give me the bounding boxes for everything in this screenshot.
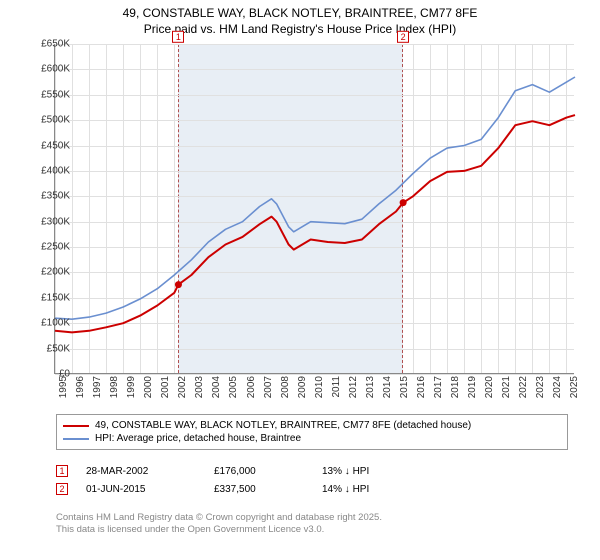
xtick-label: 2023 [535, 376, 546, 406]
sales-date-2: 01-JUN-2015 [86, 484, 196, 495]
sales-table: 1 28-MAR-2002 £176,000 13% ↓ HPI 2 01-JU… [56, 462, 568, 498]
ytick-label: £200K [30, 267, 70, 278]
ytick-label: £550K [30, 89, 70, 100]
legend-swatch-price-paid [63, 425, 89, 427]
xtick-label: 2018 [450, 376, 461, 406]
ytick-label: £250K [30, 242, 70, 253]
sales-row-2: 2 01-JUN-2015 £337,500 14% ↓ HPI [56, 480, 568, 498]
xtick-label: 2012 [348, 376, 359, 406]
legend-item-price-paid: 49, CONSTABLE WAY, BLACK NOTLEY, BRAINTR… [63, 419, 561, 432]
legend-item-hpi: HPI: Average price, detached house, Brai… [63, 432, 561, 445]
xtick-label: 2011 [331, 376, 342, 406]
legend-box: 49, CONSTABLE WAY, BLACK NOTLEY, BRAINTR… [56, 414, 568, 450]
xtick-label: 2000 [143, 376, 154, 406]
sales-delta-2: 14% ↓ HPI [322, 484, 412, 495]
xtick-label: 2006 [246, 376, 257, 406]
xtick-label: 2025 [569, 376, 580, 406]
xtick-label: 2004 [211, 376, 222, 406]
xtick-label: 2020 [484, 376, 495, 406]
chart-container: 49, CONSTABLE WAY, BLACK NOTLEY, BRAINTR… [0, 0, 600, 560]
legend-swatch-hpi [63, 438, 89, 440]
sale-marker-box-1: 1 [172, 31, 184, 43]
chart-svg [55, 44, 574, 373]
xtick-label: 2007 [263, 376, 274, 406]
xtick-label: 1995 [58, 376, 69, 406]
xtick-label: 1996 [75, 376, 86, 406]
gridline-h [55, 374, 574, 375]
legend-label-price-paid: 49, CONSTABLE WAY, BLACK NOTLEY, BRAINTR… [95, 420, 471, 431]
xtick-label: 2021 [501, 376, 512, 406]
footnote: Contains HM Land Registry data © Crown c… [56, 512, 382, 537]
ytick-label: £50K [30, 343, 70, 354]
xtick-label: 2017 [433, 376, 444, 406]
xtick-label: 2009 [297, 376, 308, 406]
sales-row-1: 1 28-MAR-2002 £176,000 13% ↓ HPI [56, 462, 568, 480]
series-line-price_paid [55, 115, 575, 332]
xtick-label: 2016 [416, 376, 427, 406]
sales-price-1: £176,000 [214, 466, 304, 477]
sales-marker-1: 1 [56, 465, 68, 477]
sales-delta-1: 13% ↓ HPI [322, 466, 412, 477]
xtick-label: 2008 [280, 376, 291, 406]
ytick-label: £600K [30, 64, 70, 75]
xtick-label: 1999 [126, 376, 137, 406]
xtick-label: 2010 [314, 376, 325, 406]
title-block: 49, CONSTABLE WAY, BLACK NOTLEY, BRAINTR… [0, 0, 600, 38]
ytick-label: £150K [30, 292, 70, 303]
legend-label-hpi: HPI: Average price, detached house, Brai… [95, 433, 301, 444]
sale-marker-box-2: 2 [397, 31, 409, 43]
xtick-label: 2002 [177, 376, 188, 406]
sales-date-1: 28-MAR-2002 [86, 466, 196, 477]
ytick-label: £500K [30, 115, 70, 126]
xtick-label: 2024 [552, 376, 563, 406]
ytick-label: £650K [30, 39, 70, 50]
xtick-label: 2005 [228, 376, 239, 406]
xtick-label: 2015 [399, 376, 410, 406]
ytick-label: £300K [30, 216, 70, 227]
sale-dot-1 [175, 281, 182, 288]
xtick-label: 2003 [194, 376, 205, 406]
footnote-line-1: Contains HM Land Registry data © Crown c… [56, 512, 382, 524]
footnote-line-2: This data is licensed under the Open Gov… [56, 524, 382, 536]
xtick-label: 2014 [382, 376, 393, 406]
xtick-label: 2013 [365, 376, 376, 406]
xtick-label: 1997 [92, 376, 103, 406]
xtick-label: 2001 [160, 376, 171, 406]
ytick-label: £400K [30, 165, 70, 176]
xtick-label: 2022 [518, 376, 529, 406]
ytick-label: £350K [30, 191, 70, 202]
ytick-label: £100K [30, 318, 70, 329]
xtick-label: 2019 [467, 376, 478, 406]
sales-marker-2: 2 [56, 483, 68, 495]
sales-price-2: £337,500 [214, 484, 304, 495]
title-line-2: Price paid vs. HM Land Registry's House … [0, 22, 600, 36]
title-line-1: 49, CONSTABLE WAY, BLACK NOTLEY, BRAINTR… [0, 6, 600, 20]
sale-dot-2 [400, 199, 407, 206]
ytick-label: £450K [30, 140, 70, 151]
xtick-label: 1998 [109, 376, 120, 406]
series-line-hpi [55, 77, 575, 319]
chart-plot-area: 12 [54, 44, 574, 374]
